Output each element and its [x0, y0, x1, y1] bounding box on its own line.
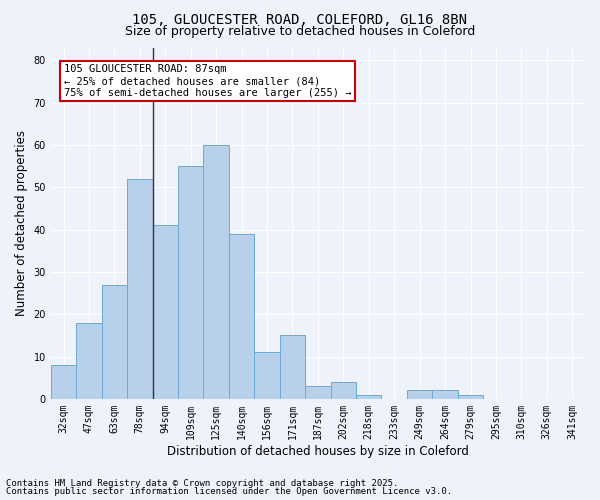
Text: 105, GLOUCESTER ROAD, COLEFORD, GL16 8BN: 105, GLOUCESTER ROAD, COLEFORD, GL16 8BN	[133, 12, 467, 26]
Bar	[178, 166, 203, 399]
Text: Contains HM Land Registry data © Crown copyright and database right 2025.: Contains HM Land Registry data © Crown c…	[6, 478, 398, 488]
Y-axis label: Number of detached properties: Number of detached properties	[15, 130, 28, 316]
X-axis label: Distribution of detached houses by size in Coleford: Distribution of detached houses by size …	[167, 444, 469, 458]
Text: Size of property relative to detached houses in Coleford: Size of property relative to detached ho…	[125, 25, 475, 38]
Bar	[229, 234, 254, 399]
Bar	[407, 390, 433, 399]
Bar	[356, 394, 382, 399]
Bar	[305, 386, 331, 399]
Bar	[280, 336, 305, 399]
Bar	[458, 394, 483, 399]
Bar	[51, 365, 76, 399]
Bar	[76, 322, 101, 399]
Bar	[101, 284, 127, 399]
Bar	[254, 352, 280, 399]
Bar	[152, 226, 178, 399]
Bar	[127, 178, 152, 399]
Bar	[203, 145, 229, 399]
Text: 105 GLOUCESTER ROAD: 87sqm
← 25% of detached houses are smaller (84)
75% of semi: 105 GLOUCESTER ROAD: 87sqm ← 25% of deta…	[64, 64, 351, 98]
Text: Contains public sector information licensed under the Open Government Licence v3: Contains public sector information licen…	[6, 487, 452, 496]
Bar	[433, 390, 458, 399]
Bar	[331, 382, 356, 399]
